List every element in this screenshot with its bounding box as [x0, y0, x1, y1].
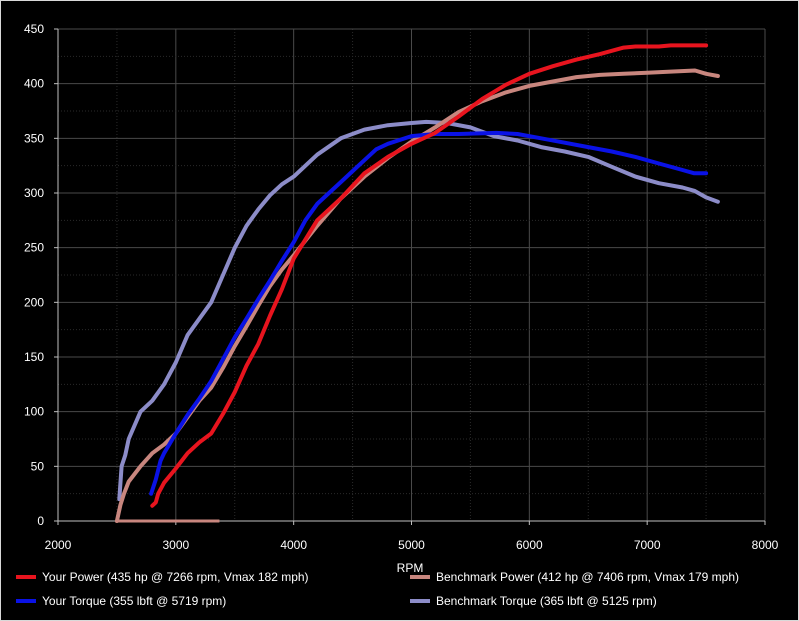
legend-label-your-power: Your Power (435 hp @ 7266 rpm, Vmax 182 … — [42, 570, 309, 584]
gridlines — [58, 28, 766, 521]
y-tick-label: 0 — [37, 514, 44, 528]
legend-swatch-benchmark-power — [410, 575, 430, 579]
y-tick-label: 250 — [24, 241, 44, 255]
x-tick-label: 8000 — [752, 538, 779, 552]
y-tick-label: 350 — [24, 131, 44, 145]
tick-labels: 2000 3000 4000 5000 6000 7000 8000 0 50 100 150 200… — [24, 22, 779, 552]
series-line-benchmark-torque — [117, 119, 720, 502]
legend-item-your-power: Your Power (435 hp @ 7266 rpm, Vmax 182 … — [16, 570, 309, 584]
y-tick-label: 200 — [24, 295, 44, 309]
x-tick-label: 6000 — [516, 538, 543, 552]
series-lines — [114, 43, 720, 523]
legend-item-benchmark-torque: Benchmark Torque (365 lbft @ 5125 rpm) — [410, 594, 657, 608]
x-tick-label: 4000 — [280, 538, 307, 552]
y-tick-label: 150 — [24, 350, 44, 364]
y-tick-label: 450 — [24, 22, 44, 36]
x-tick-label: 2000 — [45, 538, 72, 552]
x-tick-label: 5000 — [398, 538, 425, 552]
legend-swatch-your-torque — [16, 599, 36, 603]
series-line-your-power — [150, 43, 709, 508]
series-line-your-torque — [149, 130, 709, 496]
legend-swatch-benchmark-torque — [410, 599, 430, 603]
y-tick-label: 50 — [31, 459, 45, 473]
legend-item-your-torque: Your Torque (355 lbft @ 5719 rpm) — [16, 594, 226, 608]
x-tick-label: 3000 — [162, 538, 189, 552]
legend-label-your-torque: Your Torque (355 lbft @ 5719 rpm) — [42, 594, 227, 608]
legend-label-benchmark-power: Benchmark Power (412 hp @ 7406 rpm, Vmax… — [436, 570, 739, 584]
legend-swatch-your-power — [16, 575, 36, 579]
legend-label-benchmark-torque: Benchmark Torque (365 lbft @ 5125 rpm) — [436, 594, 657, 608]
x-axis-label: RPM — [397, 561, 424, 575]
y-tick-label: 400 — [24, 77, 44, 91]
series-line-benchmark-power — [114, 68, 720, 523]
legend-item-benchmark-power: Benchmark Power (412 hp @ 7406 rpm, Vmax… — [410, 570, 739, 584]
x-tick-label: 7000 — [634, 538, 661, 552]
y-tick-label: 300 — [24, 186, 44, 200]
y-tick-label: 100 — [24, 405, 44, 419]
